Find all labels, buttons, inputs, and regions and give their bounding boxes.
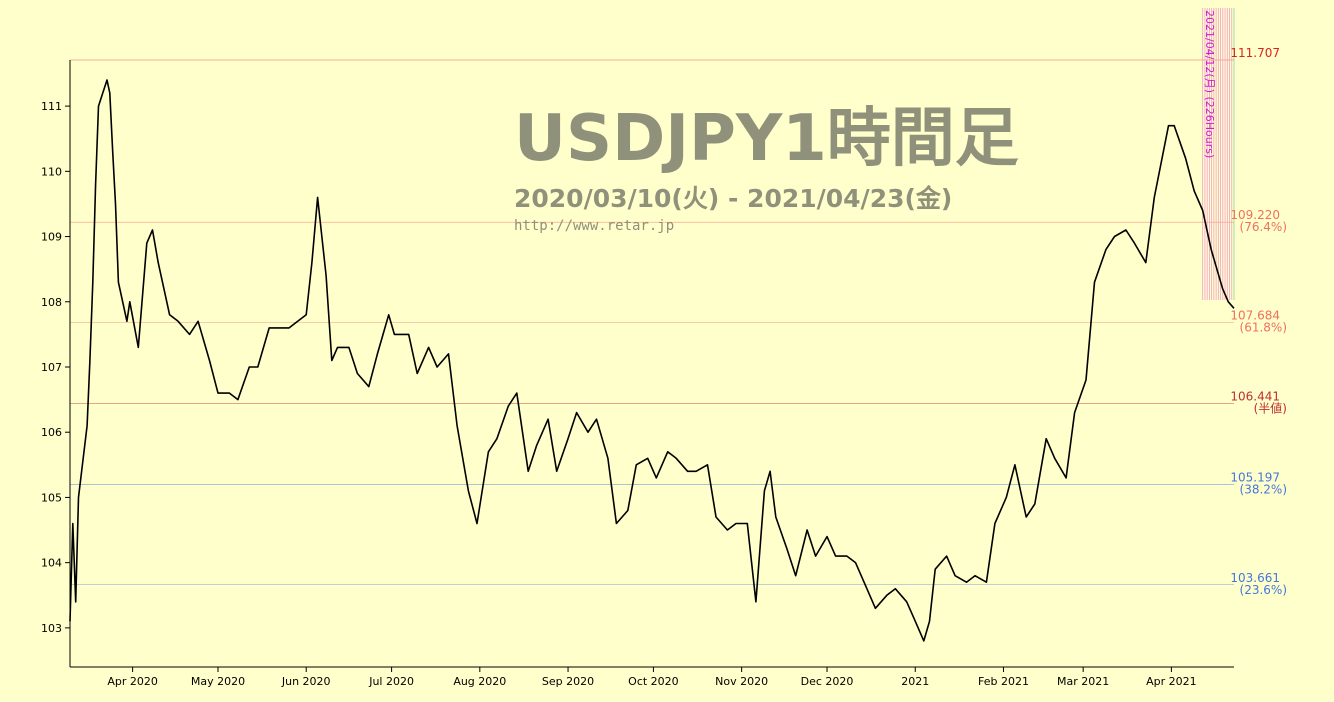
level-pct: (61.8%) bbox=[1240, 320, 1287, 334]
level-value: 111.707 bbox=[1230, 46, 1280, 60]
level-pct: (76.4%) bbox=[1240, 220, 1287, 234]
annotation-label: 2021/04/12(月) (226Hours) bbox=[1203, 10, 1216, 158]
x-tick-label: Jun 2020 bbox=[281, 675, 331, 688]
level-value: 106.441 bbox=[1230, 389, 1280, 403]
y-tick-label: 108 bbox=[41, 296, 62, 309]
x-tick-label: Apr 2021 bbox=[1146, 675, 1197, 688]
y-tick-label: 110 bbox=[41, 165, 62, 178]
y-tick-label: 107 bbox=[41, 361, 62, 374]
level-value: 105.197 bbox=[1230, 471, 1280, 485]
chart-subtitle: 2020/03/10(火) - 2021/04/23(金) bbox=[514, 184, 952, 213]
x-tick-label: Jul 2020 bbox=[368, 675, 414, 688]
y-tick-label: 105 bbox=[41, 491, 62, 504]
x-tick-label: Nov 2020 bbox=[715, 675, 768, 688]
x-tick-label: Mar 2021 bbox=[1057, 675, 1109, 688]
level-pct: (23.6%) bbox=[1240, 583, 1287, 597]
x-tick-label: Aug 2020 bbox=[453, 675, 506, 688]
y-tick-label: 104 bbox=[41, 557, 62, 570]
price-line bbox=[69, 79, 1235, 642]
level-value: 109.220 bbox=[1230, 208, 1280, 222]
level-lines bbox=[70, 59, 1234, 586]
x-tick-label: May 2020 bbox=[191, 675, 245, 688]
x-tick-label: Apr 2020 bbox=[107, 675, 158, 688]
chart-url: http://www.retar.jp bbox=[514, 218, 674, 234]
axes: 103 104 105 106 107 108 109 110 111 Apr 2020 May 2… bbox=[41, 60, 1234, 688]
x-tick-label: Sep 2020 bbox=[542, 675, 594, 688]
level-pct: (38.2%) bbox=[1240, 483, 1287, 497]
annotation-lines bbox=[1202, 8, 1235, 300]
level-value: 107.684 bbox=[1230, 308, 1280, 322]
y-tick-label: 106 bbox=[41, 426, 62, 439]
x-tick-label: Feb 2021 bbox=[978, 675, 1029, 688]
y-tick-label: 109 bbox=[41, 231, 62, 244]
y-tick-label: 103 bbox=[41, 622, 62, 635]
level-labels: 111.707 109.220(76.4%) 107.684(61.8%) 106.4… bbox=[1230, 46, 1287, 597]
x-tick-label: 2021 bbox=[901, 675, 929, 688]
y-tick-label: 111 bbox=[41, 100, 62, 113]
chart-title: USDJPY1時間足 bbox=[514, 102, 1019, 176]
x-tick-label: Dec 2020 bbox=[801, 675, 854, 688]
price-series bbox=[69, 79, 1235, 642]
level-value: 103.661 bbox=[1230, 571, 1280, 585]
x-tick-label: Oct 2020 bbox=[628, 675, 679, 688]
level-pct: (半値) bbox=[1254, 400, 1287, 415]
